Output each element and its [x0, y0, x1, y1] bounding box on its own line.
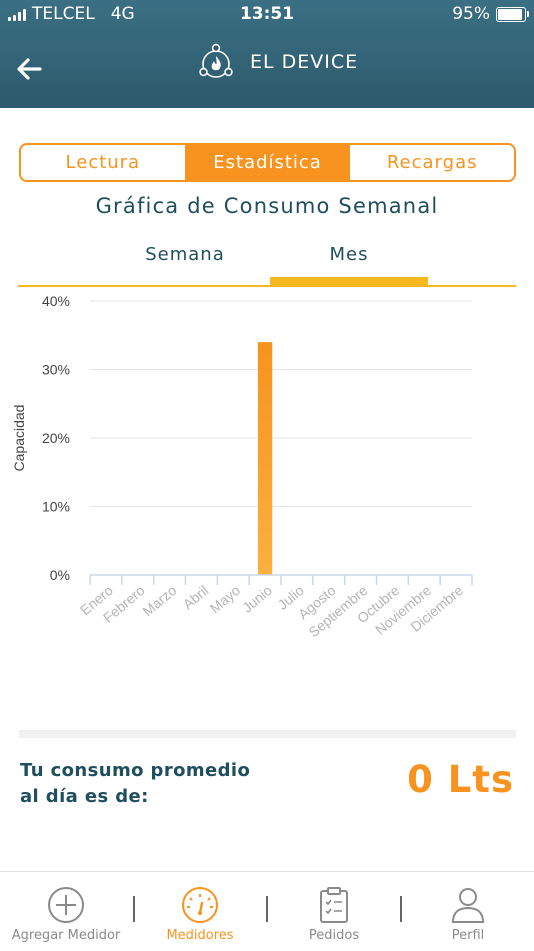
nav-label: Perfil [451, 928, 485, 943]
plus-circle-icon [48, 887, 84, 923]
flame-network-icon [199, 43, 233, 78]
status-bar: TELCEL 4G 13:51 95% [0, 0, 534, 28]
tab-mes[interactable]: Mes [329, 244, 369, 265]
average-label-line1: Tu consumo promedio [20, 760, 251, 781]
network-type: 4G [110, 4, 135, 24]
x-tick-label: Mayo [207, 582, 244, 616]
y-tick-label: 40% [42, 293, 70, 309]
y-axis-label: Capacidad [11, 405, 27, 472]
battery-percent: 95% [452, 4, 490, 24]
battery-info: 95% [452, 4, 529, 24]
tabs-underline [18, 285, 516, 287]
period-tabs: Semana Mes [0, 240, 534, 288]
gauge-icon [182, 887, 218, 923]
tab-estadistica[interactable]: Estadística [184, 145, 350, 180]
y-tick-label: 0% [50, 567, 70, 583]
nav-label: Agregar Medidor [11, 928, 121, 943]
average-consumption-label: Tu consumo promedio al día es de: [20, 758, 250, 810]
nav-label: Pedidos [308, 928, 360, 943]
nav-pedidos[interactable]: Pedidos [280, 872, 388, 951]
tab-semana[interactable]: Semana [145, 244, 225, 265]
nav-separator [133, 896, 135, 922]
x-tick-label: Marzo [139, 582, 179, 619]
chart-title: Gráfica de Consumo Semanal [95, 194, 439, 218]
user-icon [451, 888, 485, 923]
header-title-group: EL DEVICE [198, 42, 358, 82]
y-tick-label: 20% [42, 430, 70, 446]
signal-icon [8, 8, 26, 21]
section-segmented-control: Lectura Estadística Recargas [19, 143, 516, 182]
active-tab-indicator [270, 277, 428, 285]
nav-agregar-medidor[interactable]: Agregar Medidor [6, 872, 126, 951]
y-tick-label: 10% [42, 499, 70, 515]
nav-separator [266, 896, 268, 922]
carrier-name: TELCEL [32, 4, 95, 24]
nav-perfil[interactable]: Perfil [414, 872, 522, 951]
average-consumption-value: 0 Lts [407, 758, 514, 801]
nav-separator [400, 896, 402, 922]
back-arrow-icon[interactable] [14, 54, 44, 84]
tab-lectura[interactable]: Lectura [65, 152, 141, 173]
average-label-line2: al día es de: [20, 786, 149, 807]
clipboard-icon [320, 887, 348, 923]
x-tick-label: Junio [239, 582, 275, 616]
section-divider [19, 730, 516, 738]
bar-junio [257, 342, 273, 575]
tab-recargas[interactable]: Recargas [349, 145, 514, 180]
nav-label: Medidores [166, 928, 234, 943]
x-tick-label: Abril [180, 582, 212, 612]
status-time: 13:51 [239, 4, 295, 24]
y-tick-label: 30% [42, 362, 70, 378]
nav-medidores[interactable]: Medidores [146, 872, 254, 951]
page-title: EL DEVICE [250, 51, 359, 73]
carrier-info: TELCEL 4G [8, 4, 135, 24]
app-header: TELCEL 4G 13:51 95% EL DEVICE [0, 0, 534, 108]
battery-icon [496, 6, 529, 22]
